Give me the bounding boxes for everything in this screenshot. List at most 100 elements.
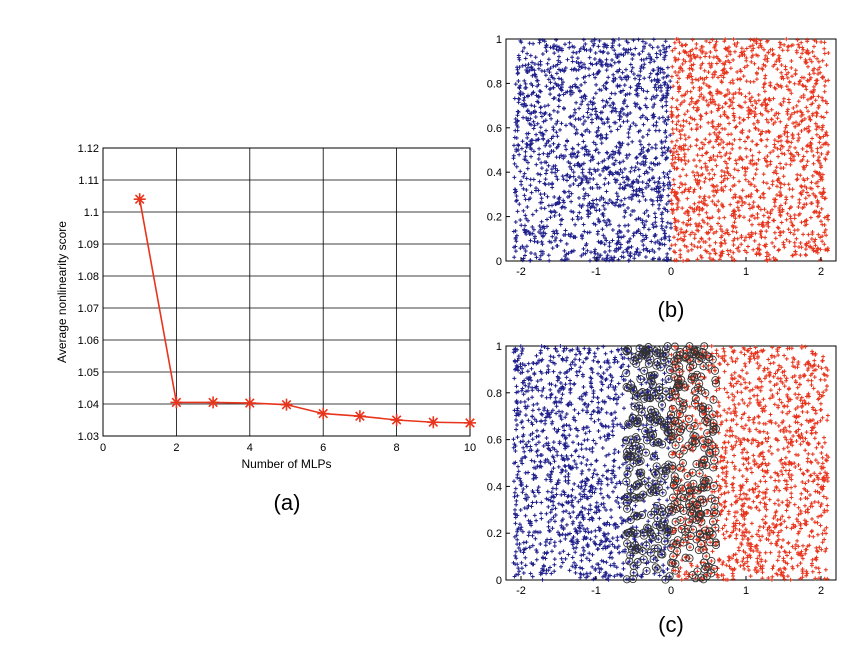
panel-a-ticks: 0 2 4 6 8 10 1.03 1.04 1.05 1.06 1.07 1.08 1.09 1.1 1.… [78,143,477,454]
circled-point [649,555,658,564]
circled-point [626,551,635,560]
circled-point [629,459,638,468]
circled-point [686,508,695,517]
circled-point [653,544,663,553]
circled-point [702,461,711,470]
circled-point [646,417,655,426]
circled-point [626,515,635,524]
circled-point [630,402,639,411]
x-tick-label: 8 [394,442,400,454]
circled-point [694,545,703,555]
circled-point [658,550,667,559]
x-tick-label: -1 [591,585,601,597]
circled-point [694,513,703,522]
circled-point [670,472,679,481]
circled-point [674,379,683,388]
circled-point [687,509,697,518]
circled-point [639,528,648,537]
circled-point [698,405,707,414]
circled-point [690,485,699,494]
circled-point [666,410,676,419]
circled-point [627,380,636,389]
circled-point [643,436,652,445]
circled-point [629,493,638,502]
circled-point [661,387,671,396]
circled-point [693,504,703,513]
circled-point [686,486,695,495]
y-tick-label: 1 [496,341,502,353]
circled-point [651,563,660,572]
y-tick-label: 1.12 [78,143,99,155]
circled-point [675,397,684,406]
circled-point [669,539,678,548]
caption-a: (a) [274,490,301,515]
circled-point [702,571,711,581]
circled-point [705,527,714,536]
circled-point [651,479,660,488]
circled-point [687,372,697,381]
y-tick-label: 1.07 [78,303,99,315]
circled-point [631,433,640,442]
circled-point [634,355,643,364]
circled-point [637,510,647,520]
y-tick-label: 0.6 [487,123,502,135]
circled-point [652,462,661,471]
x-tick-label: 6 [320,442,326,454]
circled-point [637,408,646,417]
circled-point [628,574,638,584]
circled-point [634,452,643,461]
circled-point [640,366,649,375]
circled-point [681,533,690,542]
y-tick-label: 0.4 [487,481,502,493]
circled-point [685,543,695,552]
circled-point [711,376,720,385]
data-point [280,398,293,411]
circled-point [679,446,688,455]
panel-c-ticks: -2 -1 0 1 2 0 0.2 0.4 0.6 0.8 1 [487,341,824,597]
circled-point [635,344,644,353]
y-tick-label: 1.11 [78,175,99,187]
circled-point [679,380,688,389]
circled-point [652,470,661,479]
circled-point [684,414,693,423]
y-tick-label: 1.09 [78,239,99,251]
y-tick-label: 1 [496,34,502,46]
circled-point [691,432,700,441]
circled-point [682,351,691,360]
circled-point [636,456,645,466]
y-tick-label: 1.06 [78,335,99,347]
circled-point [709,481,718,490]
x-tick-label: -2 [516,266,526,278]
circled-point [701,477,710,486]
x-tick-label: 0 [100,442,106,454]
circled-point [663,531,672,540]
circled-point [711,496,720,505]
x-tick-label: 1 [743,585,749,597]
circled-point [652,361,661,370]
circled-point [636,471,645,481]
circled-point [707,556,716,566]
circled-point [691,394,700,403]
panel-b-scatter: -2 -1 0 1 2 0 0.2 0.4 0.6 0.8 1 [487,34,837,278]
circled-point [692,370,701,379]
circled-point [676,503,685,512]
circled-point [623,345,633,354]
circled-point [650,507,659,516]
data-point [317,407,330,420]
circled-point [699,545,708,554]
circled-point [655,349,664,358]
circled-point [684,492,693,501]
circled-point [711,538,720,547]
circled-point [664,375,673,384]
data-point [243,397,256,410]
circled-point [667,543,676,552]
panel-b-ticks: -2 -1 0 1 2 0 0.2 0.4 0.6 0.8 1 [487,34,824,278]
circled-point [626,485,635,494]
circled-point [671,476,680,485]
circled-point [690,399,700,408]
circled-point [650,468,659,477]
circled-point [659,420,669,429]
circled-point [642,541,651,550]
circled-point [663,525,672,534]
